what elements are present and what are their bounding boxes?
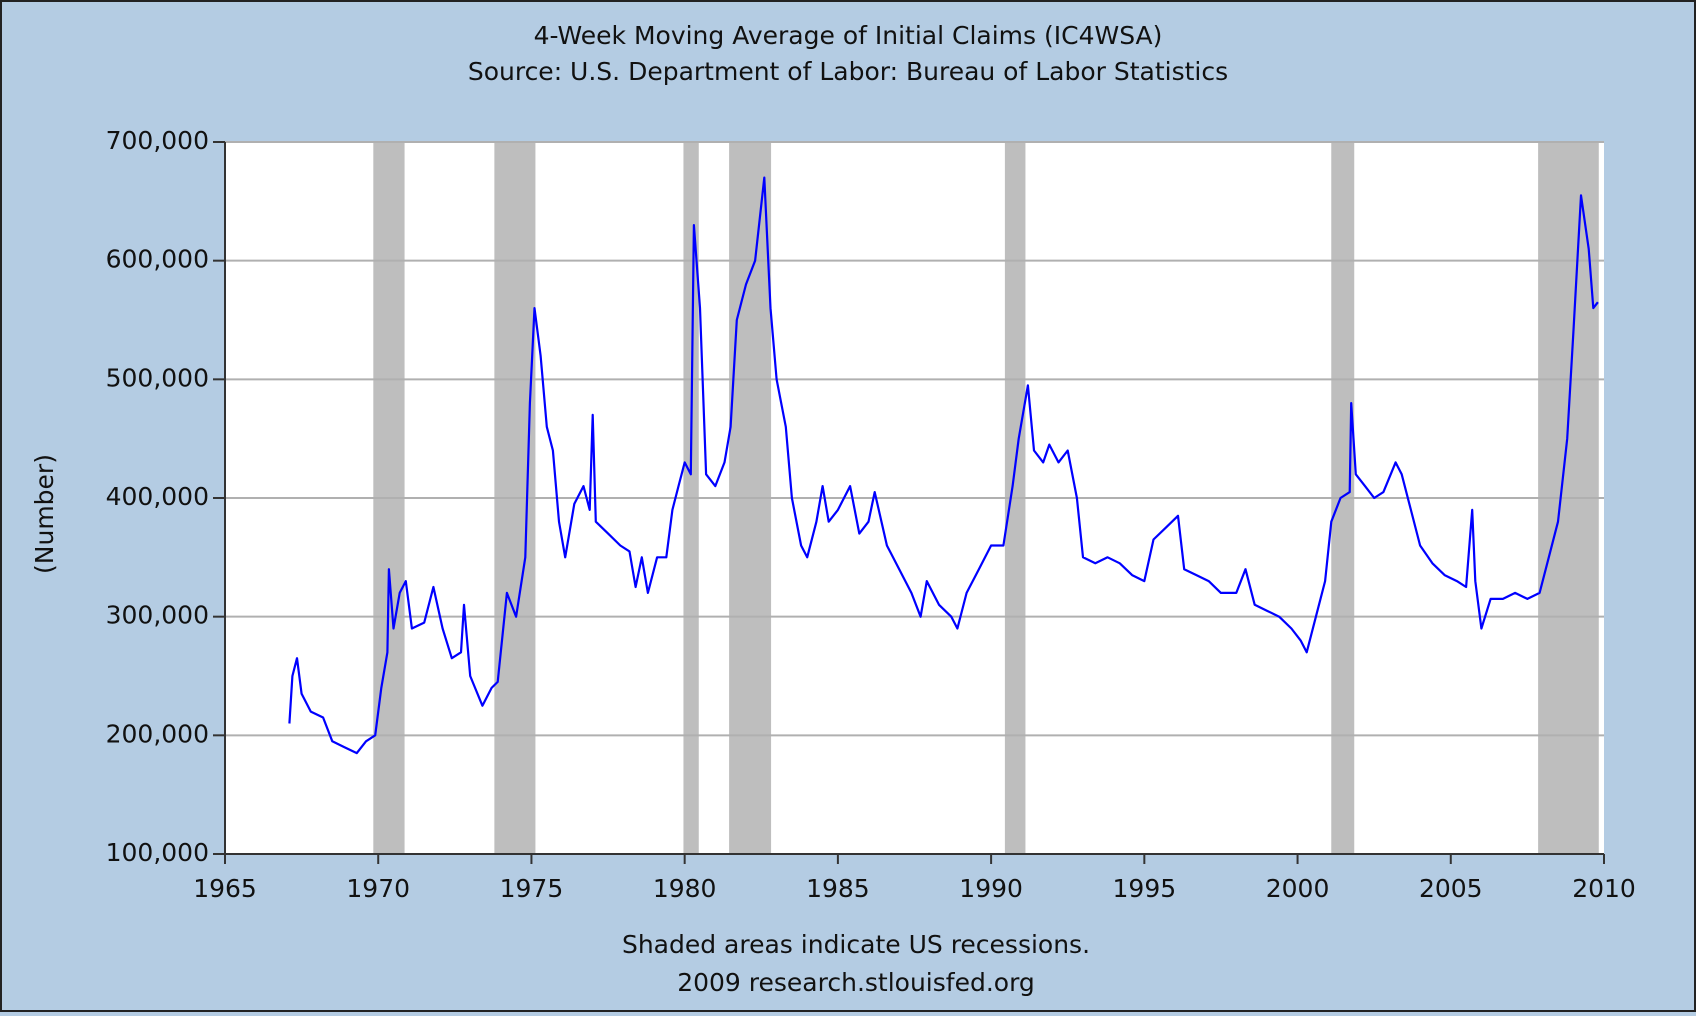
chart-title: 4-Week Moving Average of Initial Claims … [534,21,1163,50]
y-tick-label: 100,000 [106,838,209,867]
note: Shaded areas indicate US recessions. [622,930,1090,959]
y-tick-label: 200,000 [106,719,209,748]
x-tick-label: 2000 [1266,874,1330,903]
y-tick-label: 600,000 [106,245,209,274]
y-axis-label: (Number) [30,454,59,574]
x-tick-label: 1970 [346,874,410,903]
data-line [288,176,1599,755]
y-tick-label: 500,000 [106,363,209,392]
y-tick-label: 300,000 [106,601,209,630]
x-tick-label: 1980 [653,874,717,903]
chart-subtitle: Source: U.S. Department of Labor: Bureau… [468,57,1228,86]
x-tick-label: 1975 [500,874,564,903]
note: 2009 research.stlouisfed.org [677,968,1035,997]
y-tick-label: 700,000 [106,126,209,155]
x-tick-label: 1985 [806,874,870,903]
x-tick-label: 1995 [1113,874,1177,903]
y-tick-label: 400,000 [106,482,209,511]
x-tick-label: 1990 [959,874,1023,903]
x-tick-label: 1965 [193,874,257,903]
x-tick-label: 2010 [1572,874,1636,903]
x-tick-label: 2005 [1419,874,1483,903]
